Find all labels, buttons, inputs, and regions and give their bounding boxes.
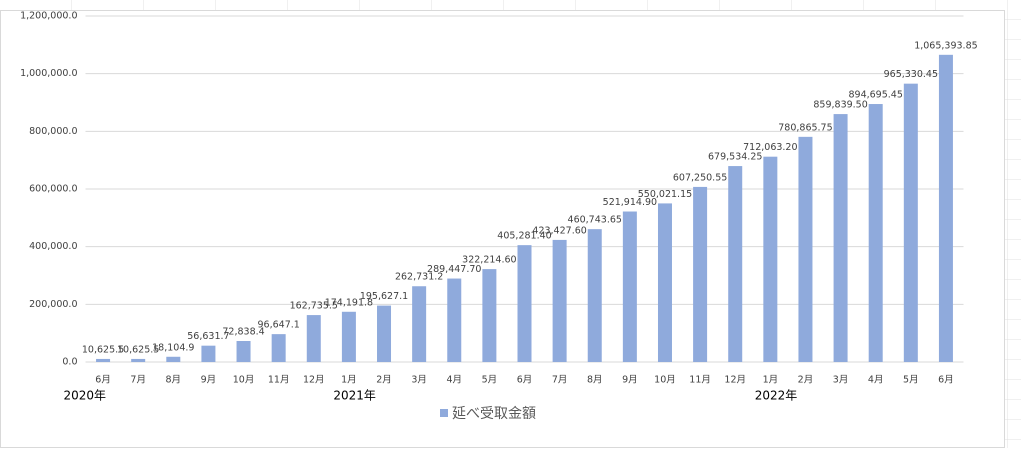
x-tick-label: 7月: [552, 375, 568, 386]
bar: [271, 334, 286, 362]
x-tick-label: 11月: [689, 375, 711, 386]
chart-area: [0, 10, 1005, 448]
y-tick-label: 200,000.0: [29, 299, 77, 310]
bar: [306, 315, 321, 362]
bar: [903, 83, 918, 362]
data-label: 607,250.55: [673, 172, 727, 183]
data-label: 679,534.25: [708, 152, 762, 163]
data-label: 405,281.40: [497, 231, 551, 242]
x-tick-label: 2月: [798, 375, 814, 386]
bar: [587, 229, 602, 362]
y-tick-label: 400,000.0: [29, 241, 77, 252]
x-tick-label: 2月: [376, 375, 392, 386]
bar: [236, 340, 251, 362]
data-label: 174,191.8: [325, 297, 373, 308]
x-tick-label: 1月: [763, 375, 779, 386]
data-label: 18,104.9: [152, 342, 194, 353]
x-tick-label: 11月: [268, 375, 290, 386]
year-label: 2021年: [333, 389, 376, 403]
x-tick-label: 12月: [724, 375, 746, 386]
x-tick-label: 10月: [654, 375, 676, 386]
bar: [482, 269, 497, 362]
data-label: 10,625.5: [82, 344, 124, 355]
x-tick-label: 1月: [341, 375, 357, 386]
x-tick-label: 3月: [411, 375, 427, 386]
data-label: 460,743.65: [568, 215, 622, 226]
y-tick-label: 800,000.0: [29, 126, 77, 137]
data-label: 262,731.2: [395, 272, 443, 283]
data-label: 72,838.4: [222, 326, 264, 337]
year-label: 2022年: [755, 389, 798, 403]
x-tick-label: 3月: [833, 375, 849, 386]
bar: [938, 54, 953, 363]
bar: [166, 356, 181, 362]
data-label: 423,427.60: [532, 225, 586, 236]
bar: [412, 286, 427, 362]
data-label: 162,735.5: [290, 301, 338, 312]
bar: [517, 245, 532, 362]
y-tick-label: 0.0: [62, 357, 77, 368]
bar: [96, 358, 111, 362]
data-label: 1,065,393.85: [914, 40, 977, 51]
bar: [552, 239, 567, 362]
bar: [798, 136, 813, 362]
x-tick-label: 8月: [166, 375, 182, 386]
bar: [833, 114, 848, 362]
data-label: 56,631.7: [187, 331, 229, 342]
x-tick-label: 7月: [130, 375, 146, 386]
data-label: 780,865.75: [778, 122, 832, 133]
x-tick-label: 5月: [903, 375, 919, 386]
data-label: 550,021.15: [638, 189, 692, 200]
x-tick-label: 6月: [517, 375, 533, 386]
data-label: 96,647.1: [258, 320, 300, 331]
x-tick-label: 12月: [303, 375, 325, 386]
x-tick-label: 10月: [233, 375, 255, 386]
x-tick-label: 8月: [587, 375, 603, 386]
year-label: 2020年: [64, 389, 107, 403]
data-label: 894,695.45: [848, 90, 902, 101]
bar: [728, 166, 743, 362]
data-label: 195,627.1: [360, 291, 408, 302]
data-label: 712,063.20: [743, 142, 797, 153]
y-tick-label: 1,200,000.0: [20, 11, 77, 22]
legend-label: 延べ受取金額: [452, 406, 536, 422]
y-tick-label: 1,000,000.0: [20, 68, 77, 79]
legend-swatch: [440, 409, 448, 417]
x-tick-label: 4月: [868, 375, 884, 386]
data-label: 965,330.45: [884, 69, 938, 80]
bar: [763, 156, 778, 362]
bar: [693, 186, 708, 362]
data-label: 289,447.70: [427, 264, 481, 275]
bar: [377, 305, 392, 362]
data-label: 10,625.5: [117, 344, 159, 355]
x-tick-label: 6月: [95, 375, 111, 386]
x-tick-label: 9月: [622, 375, 638, 386]
x-tick-label: 9月: [201, 375, 217, 386]
data-label: 859,839.50: [813, 100, 867, 111]
x-tick-label: 5月: [482, 375, 498, 386]
bar: [341, 311, 356, 362]
x-tick-label: 4月: [446, 375, 462, 386]
bar: [868, 104, 883, 362]
bar: [201, 345, 216, 362]
data-label: 322,214.60: [462, 255, 516, 266]
bar: [622, 211, 637, 362]
y-tick-label: 600,000.0: [29, 184, 77, 195]
x-tick-label: 6月: [938, 375, 954, 386]
bar: [447, 278, 462, 362]
bar: [657, 203, 672, 362]
data-label: 521,914.90: [603, 197, 657, 208]
bar: [131, 358, 146, 362]
